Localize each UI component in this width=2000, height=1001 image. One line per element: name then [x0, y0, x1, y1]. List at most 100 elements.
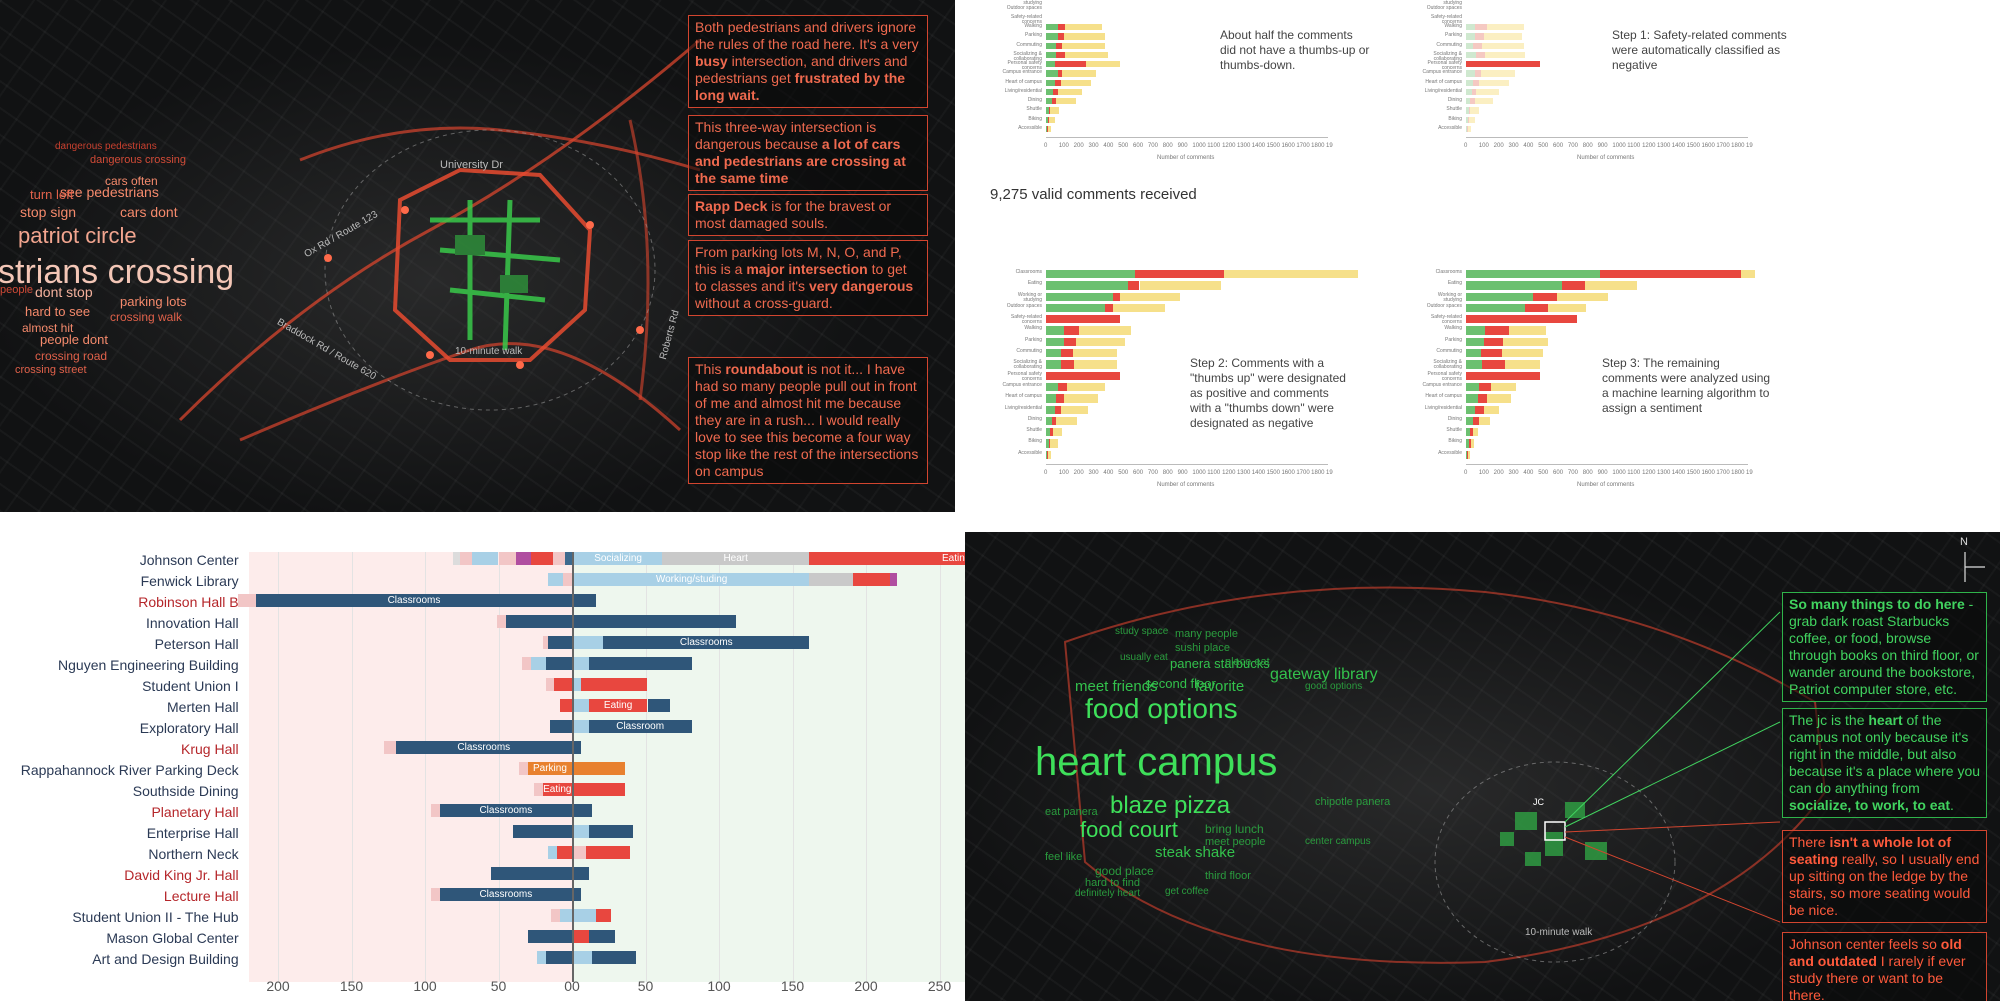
- mini-bar-segment: [1056, 394, 1064, 403]
- mini-tick-label: 1600: [1701, 470, 1715, 476]
- mini-category-label: Commuting: [1436, 41, 1462, 48]
- mini-bar-segment: [1046, 24, 1058, 31]
- bar-segment-negative: [552, 552, 565, 565]
- mini-category-label: Biking: [1028, 438, 1042, 445]
- mini-category-label: Parking: [1025, 336, 1042, 343]
- mini-bar-segment: [1466, 79, 1474, 86]
- bar-segment-positive: [574, 573, 810, 586]
- mini-bar-segment: [1046, 416, 1052, 426]
- mini-bar-segment: [1062, 70, 1097, 77]
- cloud-word: second floor: [1145, 676, 1216, 691]
- word-cloud-red: strians crossing patriot circle see pedest…: [0, 115, 280, 425]
- callout-seating: There isn't a whole lot of seating reall…: [1782, 830, 1987, 923]
- heart-of-campus-map-panel: N 10-minute walk JC heart campus food opt…: [965, 532, 2000, 1001]
- mini-bar-segment: [1060, 79, 1091, 86]
- bar-segment-negative: [395, 741, 572, 754]
- mini-bar-segment: [1057, 382, 1067, 392]
- mini-category-label: Accessible: [1018, 449, 1042, 456]
- mini-bar-segment: [1062, 42, 1106, 49]
- mini-category-label: Biking: [1448, 438, 1462, 445]
- mini-category-label: Biking: [1028, 115, 1042, 122]
- mini-bar-segment: [1051, 98, 1057, 105]
- mini-category-label: Commuting: [1016, 348, 1042, 355]
- building-label: Robinson Hall B: [138, 594, 239, 610]
- mini-tick-label: 300: [1508, 143, 1519, 149]
- mini-bar-segment: [1046, 281, 1128, 290]
- mini-bar-segment: [1468, 439, 1472, 448]
- mini-tick-label: 1200: [1222, 470, 1236, 476]
- bar-segment-positive: [581, 678, 648, 691]
- mini-bar-segment: [1063, 326, 1079, 335]
- bar-label: Parking: [532, 763, 567, 774]
- building-label: Lecture Hall: [163, 888, 239, 904]
- building-label: Johnson Center: [139, 552, 239, 568]
- mini-category-label: Shuttle: [1026, 106, 1042, 113]
- bar-segment-negative: [452, 552, 461, 565]
- cloud-word: stop sign: [20, 204, 77, 220]
- mini-bar-segment: [1466, 125, 1468, 132]
- mini-tick-label: 300: [1088, 143, 1099, 149]
- mini-category-label: Safety-related concerns: [1010, 314, 1042, 326]
- mini-tick-label: 600: [1553, 143, 1564, 149]
- bar-segment-positive: [588, 699, 648, 712]
- north-arrow-icon: [1964, 552, 1985, 582]
- mini-bar-segment: [1477, 394, 1487, 403]
- mini-bar-segment: [1048, 125, 1052, 132]
- mini-bar-segment: [1480, 70, 1515, 77]
- gridline: [351, 552, 353, 982]
- cloud-word: good options: [1305, 681, 1363, 692]
- mini-chart-step-2: Classrooms Eating Working or studying Outdo…: [1000, 262, 1358, 502]
- x-tick-label: 200: [266, 978, 290, 994]
- mini-tick-label: 1700: [1296, 143, 1310, 149]
- mini-tick-label: 1100: [1207, 470, 1221, 476]
- mini-category-label: Personal safety concerns: [1427, 370, 1462, 382]
- mini-bar-segment: [1466, 33, 1475, 40]
- mini-tick-label: 1500: [1686, 143, 1700, 149]
- mini-category-label: Outdoor spaces: [1006, 4, 1042, 11]
- mini-bar-segment: [1466, 42, 1474, 49]
- mini-tick-label: 300: [1508, 470, 1519, 476]
- mini-category-label: Classrooms: [1435, 269, 1462, 275]
- mini-category-label: Campus entrance: [1002, 69, 1042, 76]
- cloud-word: eat panera: [1045, 806, 1098, 818]
- mini-bar-segment: [1466, 428, 1471, 437]
- walk-radius-circle: [1434, 761, 1676, 963]
- bar-segment-negative: [560, 909, 572, 922]
- bar-segment-positive: [574, 804, 592, 817]
- bar-segment-positive: [574, 594, 597, 607]
- mini-tick-label: 600: [1553, 470, 1564, 476]
- mini-bar-segment: [1046, 337, 1064, 347]
- mini-bar-segment: [1046, 42, 1057, 49]
- mini-category-label: Walking: [1024, 325, 1042, 332]
- mini-bar-segment: [1486, 24, 1524, 31]
- mini-tick-label: 100: [1058, 470, 1069, 476]
- mini-tick-label: 200: [1073, 470, 1084, 476]
- bar-segment-negative: [472, 552, 499, 565]
- mini-bar-segment: [1051, 416, 1057, 426]
- bar-label: Eating: [603, 700, 633, 711]
- mini-bar-segment: [1467, 450, 1469, 459]
- x-tick-label: 250: [927, 978, 952, 994]
- mini-tick-label: 100: [1058, 143, 1069, 149]
- johnson-center-highlight: [1544, 821, 1566, 841]
- mini-bar-segment: [1046, 88, 1054, 96]
- mini-bar-segment: [1466, 450, 1468, 459]
- bar-label: Classrooms: [479, 889, 533, 900]
- mini-bar-segment: [1057, 88, 1082, 96]
- bar-segment-negative: [560, 699, 572, 712]
- gridline: [792, 552, 794, 982]
- mini-bar-segment: [1485, 326, 1510, 335]
- mini-tick-label: 400: [1103, 143, 1114, 149]
- mini-bar-segment: [1468, 116, 1469, 123]
- cloud-word: get coffee: [1165, 886, 1209, 897]
- building-label: David King Jr. Hall: [124, 867, 239, 883]
- bar-segment-negative: [554, 678, 572, 691]
- mini-bar-segment: [1056, 98, 1076, 105]
- bar-segment-negative: [551, 909, 561, 922]
- mini-category-label: Living/residential: [1004, 404, 1042, 411]
- mini-bar-segment: [1060, 360, 1075, 369]
- mini-bar-segment: [1504, 360, 1541, 369]
- mini-bar-segment: [1046, 125, 1048, 132]
- mini-bar-segment: [1135, 270, 1225, 279]
